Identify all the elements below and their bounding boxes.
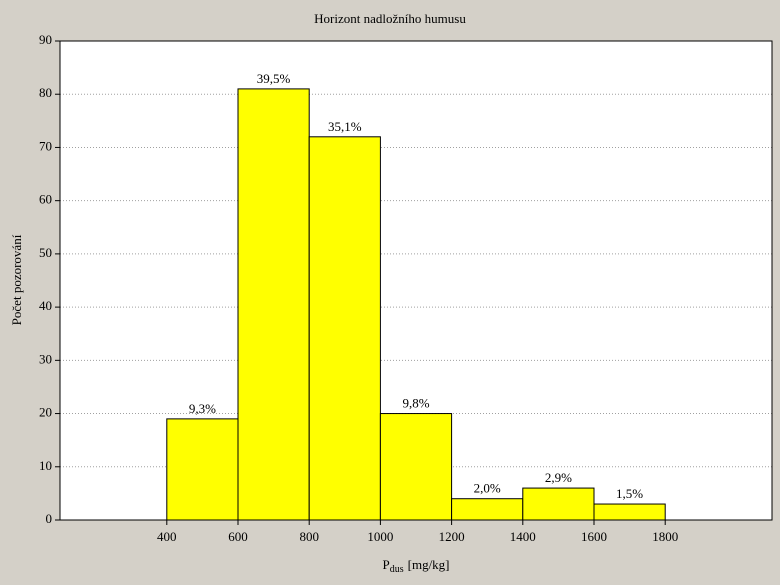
bar [451, 498, 524, 521]
x-tick-label: 1600 [581, 529, 607, 544]
y-tick-label: 60 [39, 192, 52, 207]
y-tick-label: 90 [39, 32, 52, 47]
bar-label: 2,0% [474, 481, 501, 496]
y-tick-label: 20 [39, 405, 52, 420]
bar-label: 39,5% [257, 71, 291, 86]
x-tick-label: 1400 [510, 529, 536, 544]
x-tick-label: 600 [228, 529, 248, 544]
y-tick-label: 0 [46, 511, 53, 526]
bar-label: 9,3% [189, 401, 216, 416]
x-tick-label: 400 [157, 529, 177, 544]
plot-frame [59, 40, 773, 521]
x-tick-label: 800 [299, 529, 319, 544]
bar-label: 2,9% [545, 470, 572, 485]
bar [593, 503, 666, 521]
bar-label: 9,8% [402, 396, 429, 411]
x-tick-label: 1800 [652, 529, 678, 544]
y-tick-label: 50 [39, 245, 52, 260]
bar [308, 136, 381, 521]
bar [237, 88, 310, 521]
y-tick-label: 70 [39, 138, 52, 153]
y-tick-label: 10 [39, 458, 52, 473]
y-axis-label: Počet pozorování [9, 234, 24, 325]
y-tick-label: 80 [39, 85, 52, 100]
x-axis-label: Pdus [mg/kg] [382, 557, 449, 575]
bar [166, 418, 239, 521]
x-tick-label: 1000 [367, 529, 393, 544]
chart-title: Horizont nadložního humusu [314, 11, 466, 26]
y-tick-label: 30 [39, 351, 52, 366]
bar-label: 1,5% [616, 486, 643, 501]
x-label-symbol: P [382, 557, 389, 572]
bar [379, 413, 453, 521]
bar-label: 35,1% [328, 119, 362, 134]
y-tick-label: 40 [39, 298, 52, 313]
x-label-unit: [mg/kg] [408, 557, 450, 572]
x-tick-label: 1200 [439, 529, 465, 544]
bar [522, 487, 595, 521]
x-label-subscript: dus [390, 564, 404, 575]
